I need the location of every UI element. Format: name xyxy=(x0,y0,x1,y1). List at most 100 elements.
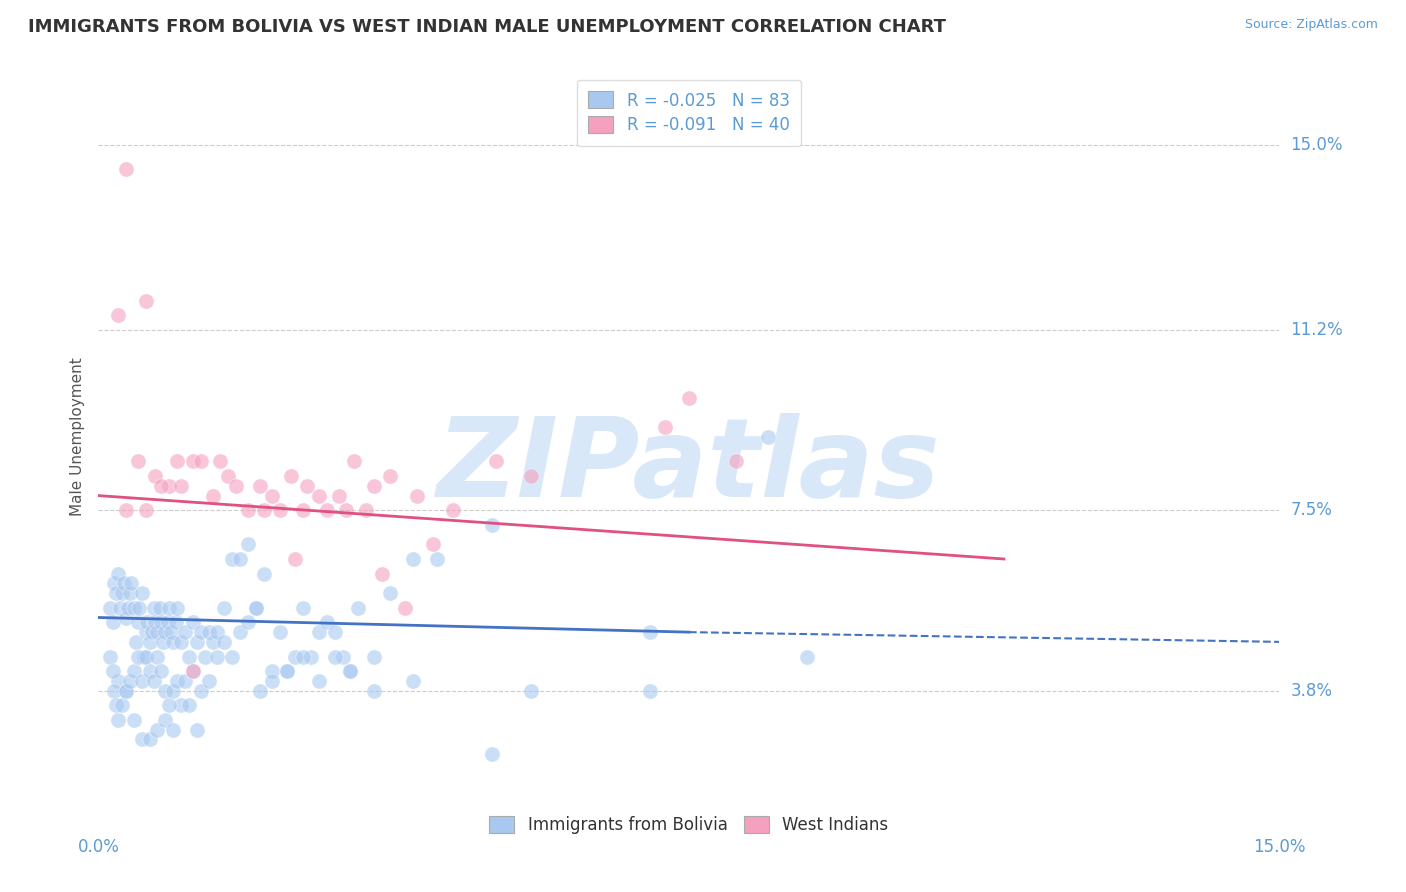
Point xyxy=(115,161,138,176)
Point xyxy=(229,625,252,640)
Point xyxy=(174,625,197,640)
Point xyxy=(308,673,330,688)
Point xyxy=(101,615,124,630)
Point xyxy=(332,649,354,664)
Point xyxy=(190,683,212,698)
Point xyxy=(186,635,208,649)
Point xyxy=(135,293,157,308)
Point xyxy=(127,615,149,630)
Point xyxy=(284,649,307,664)
Point xyxy=(115,503,138,517)
Point xyxy=(131,673,153,688)
Point xyxy=(249,479,271,493)
Point xyxy=(146,625,169,640)
Point xyxy=(441,503,464,517)
Point xyxy=(136,615,159,630)
Point xyxy=(269,625,291,640)
Point xyxy=(166,600,188,615)
Point xyxy=(170,479,193,493)
Point xyxy=(181,664,204,678)
Point xyxy=(118,673,141,688)
Point xyxy=(756,430,779,444)
Point xyxy=(122,664,145,678)
Point xyxy=(162,683,184,698)
Point xyxy=(143,469,166,483)
Point xyxy=(149,600,172,615)
Point xyxy=(107,673,129,688)
Point xyxy=(194,649,217,664)
Point xyxy=(363,479,385,493)
Point xyxy=(132,649,155,664)
Text: ZIPatlas: ZIPatlas xyxy=(437,413,941,520)
Point xyxy=(308,625,330,640)
Point xyxy=(354,503,377,517)
Point xyxy=(481,517,503,532)
Point xyxy=(260,673,283,688)
Point xyxy=(131,586,153,600)
Point xyxy=(177,649,200,664)
Point xyxy=(157,698,180,713)
Point xyxy=(363,683,385,698)
Point xyxy=(426,552,449,566)
Point xyxy=(121,576,143,591)
Point xyxy=(295,479,318,493)
Point xyxy=(155,683,177,698)
Point xyxy=(152,635,174,649)
Point xyxy=(725,454,748,468)
Point xyxy=(363,649,385,664)
Point xyxy=(138,635,160,649)
Point xyxy=(107,713,129,727)
Point xyxy=(117,600,139,615)
Point xyxy=(162,723,184,737)
Point xyxy=(174,673,197,688)
Point xyxy=(328,489,350,503)
Point xyxy=(249,683,271,698)
Point xyxy=(138,732,160,747)
Point xyxy=(146,649,169,664)
Point xyxy=(104,698,127,713)
Point xyxy=(166,454,188,468)
Point xyxy=(214,635,236,649)
Point xyxy=(160,625,183,640)
Point xyxy=(276,664,298,678)
Point xyxy=(292,600,315,615)
Point xyxy=(197,625,219,640)
Point xyxy=(654,420,676,434)
Point xyxy=(402,552,425,566)
Point xyxy=(186,723,208,737)
Point xyxy=(406,489,429,503)
Point xyxy=(201,635,224,649)
Point xyxy=(197,673,219,688)
Point xyxy=(378,469,401,483)
Point xyxy=(308,489,330,503)
Point xyxy=(118,586,141,600)
Point xyxy=(245,600,267,615)
Text: 7.5%: 7.5% xyxy=(1291,501,1333,519)
Point xyxy=(177,698,200,713)
Point xyxy=(236,503,259,517)
Point xyxy=(103,683,125,698)
Point xyxy=(181,664,204,678)
Point xyxy=(115,610,138,624)
Point xyxy=(481,747,503,761)
Point xyxy=(165,615,187,630)
Point xyxy=(236,615,259,630)
Point xyxy=(150,664,173,678)
Point xyxy=(269,503,291,517)
Point xyxy=(142,673,165,688)
Point xyxy=(201,489,224,503)
Point xyxy=(335,503,357,517)
Point xyxy=(170,698,193,713)
Point xyxy=(112,576,135,591)
Point xyxy=(520,683,543,698)
Point xyxy=(127,649,149,664)
Point xyxy=(115,683,138,698)
Point xyxy=(796,649,818,664)
Point xyxy=(253,503,276,517)
Point xyxy=(98,649,121,664)
Text: Source: ZipAtlas.com: Source: ZipAtlas.com xyxy=(1244,18,1378,31)
Point xyxy=(485,454,508,468)
Point xyxy=(111,586,134,600)
Point xyxy=(260,489,283,503)
Point xyxy=(214,600,236,615)
